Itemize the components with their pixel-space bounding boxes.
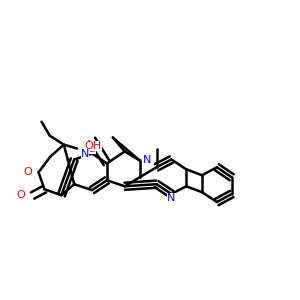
Text: O: O bbox=[88, 143, 96, 154]
Text: O: O bbox=[23, 167, 32, 177]
Text: N: N bbox=[81, 148, 89, 159]
Text: N: N bbox=[167, 194, 176, 203]
Text: OH: OH bbox=[85, 140, 102, 151]
Text: O: O bbox=[16, 190, 25, 200]
Text: N: N bbox=[142, 155, 151, 165]
